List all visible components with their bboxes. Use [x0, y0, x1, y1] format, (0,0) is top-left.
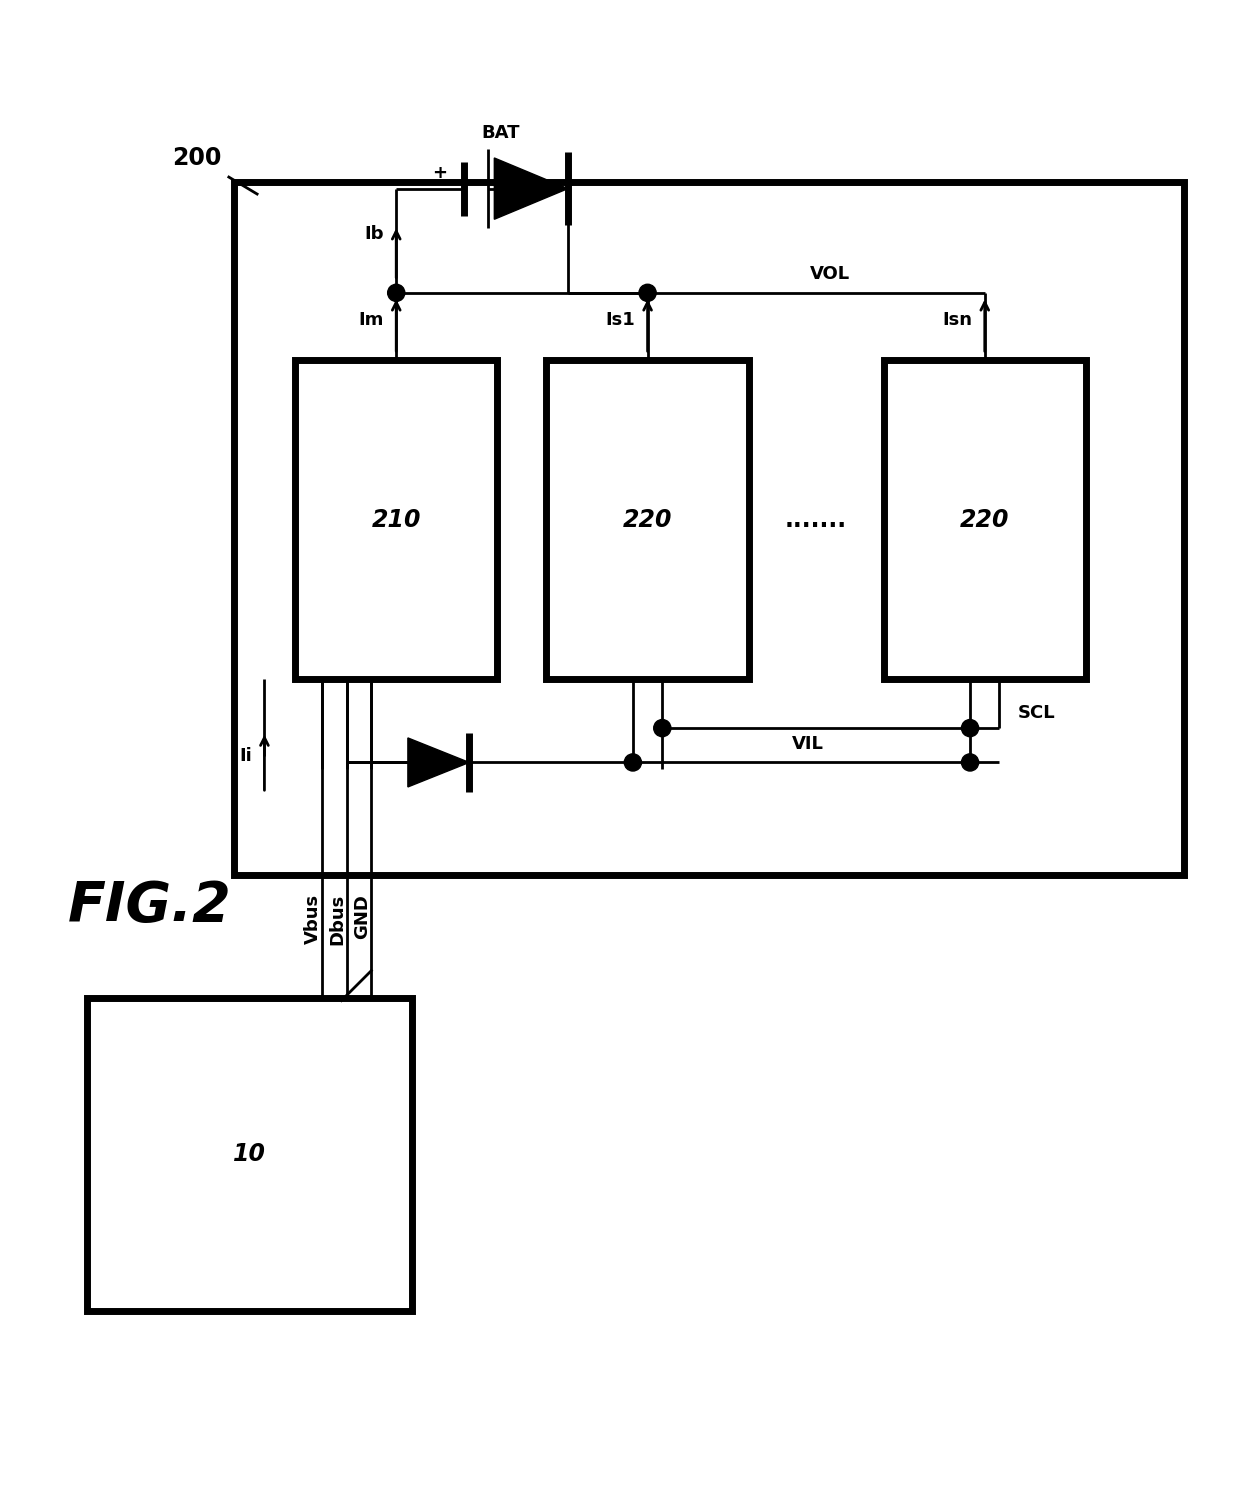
Bar	[234, 182, 1184, 875]
Text: Ii: Ii	[239, 748, 252, 766]
Circle shape	[388, 284, 404, 302]
Text: Vbus: Vbus	[304, 894, 322, 944]
Text: 220: 220	[622, 508, 672, 532]
Text: Dbus: Dbus	[329, 894, 346, 945]
Circle shape	[961, 754, 978, 770]
Circle shape	[961, 720, 978, 736]
Bar	[884, 360, 1086, 679]
Text: FIG.2: FIG.2	[68, 879, 232, 933]
Text: GND: GND	[353, 894, 371, 939]
Text: .......: .......	[785, 508, 847, 532]
Polygon shape	[408, 738, 469, 787]
Text: VIL: VIL	[791, 735, 823, 752]
Text: VOL: VOL	[810, 266, 851, 284]
Bar	[295, 360, 497, 679]
Circle shape	[624, 754, 641, 770]
Bar	[87, 997, 412, 1311]
Text: Ib: Ib	[365, 225, 384, 243]
Text: Im: Im	[358, 312, 384, 330]
Text: 10: 10	[233, 1142, 265, 1166]
Circle shape	[639, 284, 656, 302]
Circle shape	[653, 720, 671, 736]
Text: SCL: SCL	[1018, 705, 1055, 723]
Text: 200: 200	[172, 146, 222, 170]
Text: +: +	[432, 164, 446, 182]
Text: Is1: Is1	[605, 312, 635, 330]
Bar	[547, 360, 749, 679]
Polygon shape	[495, 158, 568, 219]
Text: 210: 210	[372, 508, 422, 532]
Text: 220: 220	[960, 508, 1009, 532]
Text: BAT: BAT	[481, 124, 520, 142]
Text: Isn: Isn	[942, 312, 972, 330]
